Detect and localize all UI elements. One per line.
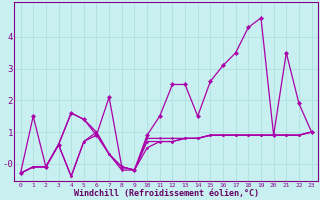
X-axis label: Windchill (Refroidissement éolien,°C): Windchill (Refroidissement éolien,°C) [74, 189, 259, 198]
